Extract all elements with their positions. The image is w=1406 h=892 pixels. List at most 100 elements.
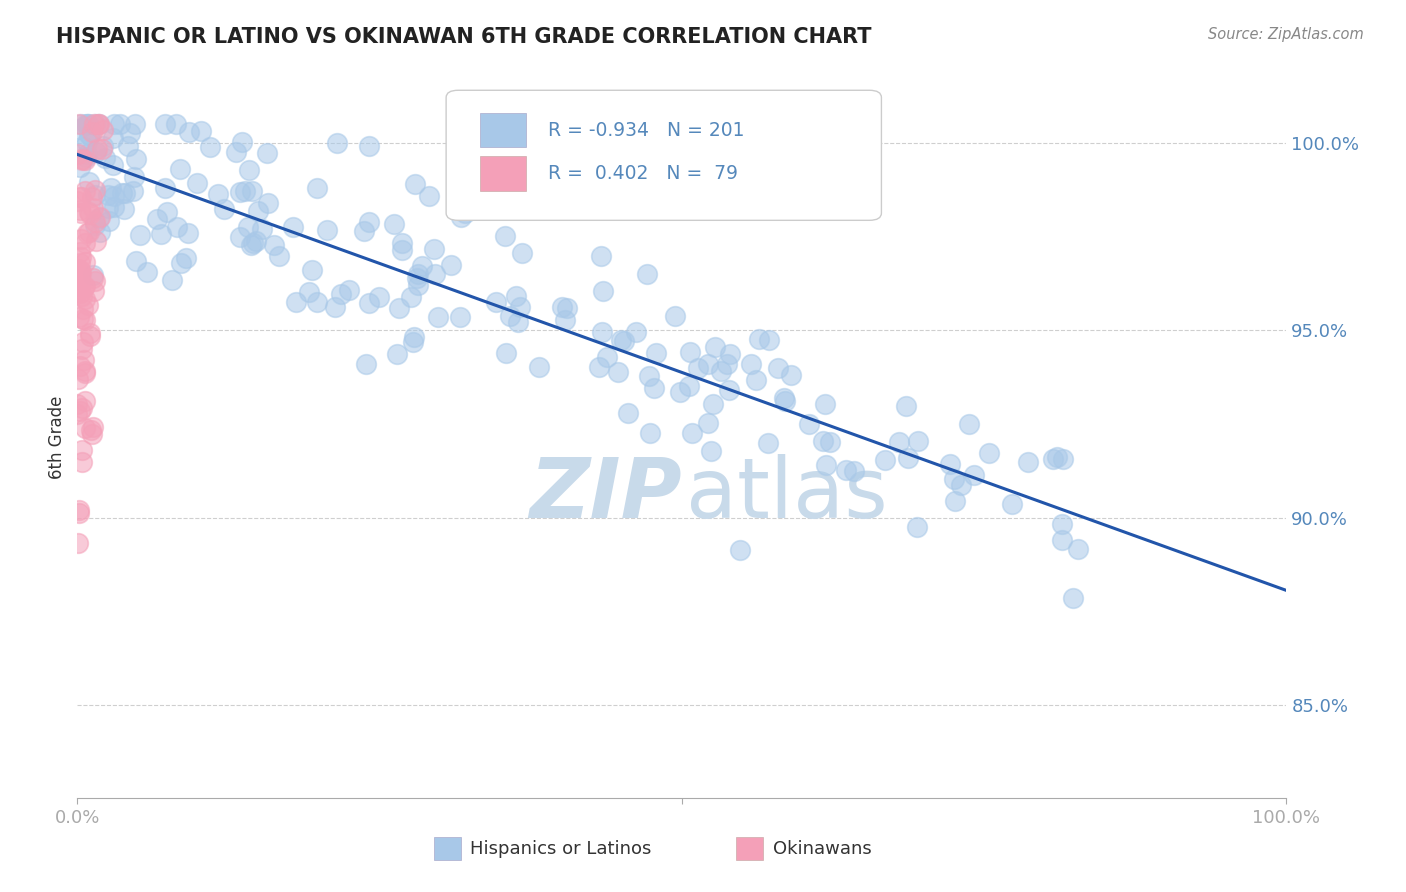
Point: [716, 357, 738, 371]
Point: [897, 450, 920, 465]
Point: [69, 202, 91, 217]
Point: [1052, 451, 1074, 466]
Point: [718, 347, 741, 361]
Point: [638, 425, 661, 440]
Point: [509, 300, 531, 314]
Point: [555, 301, 578, 316]
Point: [907, 434, 929, 448]
Point: [69, 245, 91, 260]
Point: [97, 187, 120, 202]
Point: [70, 152, 93, 166]
Point: [73, 364, 96, 378]
Point: [450, 211, 472, 225]
Point: [815, 458, 838, 472]
Point: [73, 366, 96, 380]
Point: [905, 519, 928, 533]
Point: [69, 190, 91, 204]
Point: [664, 309, 686, 323]
Point: [686, 360, 709, 375]
Point: [281, 220, 304, 235]
Point: [84, 118, 107, 132]
Point: [773, 391, 796, 405]
Point: [67, 147, 90, 161]
Point: [1067, 541, 1090, 556]
Point: [83, 284, 105, 298]
Point: [77, 297, 100, 311]
Point: [93, 139, 115, 153]
Text: Source: ZipAtlas.com: Source: ZipAtlas.com: [1208, 27, 1364, 42]
Point: [97, 201, 120, 215]
Point: [1050, 533, 1073, 547]
Point: [89, 225, 111, 239]
Point: [75, 184, 97, 198]
Point: [82, 427, 104, 442]
FancyBboxPatch shape: [737, 838, 763, 861]
Point: [242, 236, 264, 251]
Point: [756, 435, 779, 450]
Point: [177, 125, 200, 139]
Point: [84, 145, 107, 160]
Point: [100, 180, 122, 194]
Point: [108, 118, 131, 132]
Point: [80, 125, 103, 139]
Point: [69, 160, 91, 174]
Point: [67, 122, 90, 136]
Point: [368, 290, 391, 304]
Point: [75, 150, 97, 164]
Point: [679, 345, 702, 359]
Point: [84, 218, 107, 232]
Point: [284, 294, 307, 309]
Point: [638, 369, 661, 384]
Point: [506, 315, 529, 329]
Point: [305, 180, 328, 194]
Point: [72, 312, 94, 326]
Point: [170, 256, 193, 270]
Point: [77, 118, 100, 132]
Point: [79, 128, 101, 142]
Point: [86, 142, 108, 156]
Point: [136, 265, 159, 279]
Point: [357, 215, 380, 229]
Point: [77, 226, 100, 240]
Point: [239, 238, 262, 252]
Point: [128, 227, 150, 242]
Point: [316, 222, 339, 236]
Point: [228, 186, 250, 200]
Point: [446, 194, 468, 208]
Point: [67, 536, 90, 550]
Point: [72, 334, 94, 349]
Point: [298, 285, 321, 300]
Point: [82, 201, 104, 215]
Point: [485, 294, 508, 309]
Point: [79, 175, 101, 189]
Point: [124, 118, 146, 132]
Point: [568, 182, 591, 196]
Point: [418, 188, 440, 202]
Point: [101, 131, 124, 145]
Point: [225, 145, 247, 160]
Point: [399, 290, 422, 304]
Point: [256, 146, 278, 161]
Point: [740, 357, 762, 371]
Point: [1001, 497, 1024, 511]
Point: [263, 237, 285, 252]
Point: [67, 310, 90, 324]
Point: [357, 295, 380, 310]
Point: [121, 184, 143, 198]
Point: [681, 425, 703, 440]
Point: [72, 280, 94, 294]
FancyBboxPatch shape: [479, 156, 526, 191]
Text: Okinawans: Okinawans: [773, 840, 872, 858]
Point: [337, 283, 360, 297]
Point: [125, 153, 148, 167]
Point: [72, 353, 94, 368]
Point: [401, 335, 423, 350]
Point: [70, 342, 93, 356]
Point: [245, 234, 267, 248]
Point: [454, 206, 477, 220]
Point: [873, 453, 896, 467]
Point: [153, 118, 176, 132]
Point: [943, 494, 966, 508]
Point: [101, 158, 124, 172]
Point: [79, 328, 101, 343]
